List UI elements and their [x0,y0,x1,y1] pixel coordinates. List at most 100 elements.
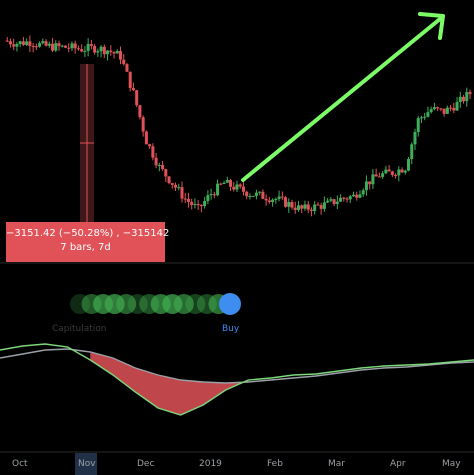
candle-body [271,199,275,203]
candle-body [245,191,249,197]
candle-body [439,108,443,110]
fast-oscillator-line [0,343,474,416]
x-tick-apr: Apr [390,459,406,469]
candle-body [238,184,242,187]
measure-label: −3151.42 (−50.28%) , −315142 7 bars, 7d [6,222,170,262]
candle-body [216,183,220,196]
candle-body [319,205,323,209]
candle-body [332,199,336,204]
candle-body [371,174,375,185]
candle-body [41,41,45,44]
candle-body [44,41,48,46]
candle-body [196,204,200,206]
candle-body [34,46,38,48]
candle-body [264,198,268,201]
candle-body [322,202,326,209]
candle-body [63,45,67,48]
candle-body [410,144,414,160]
candle-body [416,118,420,132]
nov-axis-highlight [75,453,97,475]
candle-body [394,174,398,176]
signal-dot [185,294,206,314]
candle-body [432,107,436,110]
candle-body [125,64,129,72]
candle-body [47,43,51,46]
candle-body [25,41,29,45]
candle-body [203,201,207,207]
candle-body [462,96,466,102]
candle-body [303,204,307,209]
candle-body [384,169,388,174]
candle-body [426,112,430,117]
candle-body [154,157,158,166]
candle-body [157,164,161,166]
candle-body [364,181,368,191]
candle-body [54,43,58,51]
x-tick-2019: 2019 [199,459,222,469]
candle-body [345,198,349,200]
candle-body [390,171,394,175]
candle-body [300,205,304,209]
candle-body [164,169,168,177]
candle-body [468,92,472,95]
oscillator-cross-fill [90,352,249,415]
candle-body [12,44,16,47]
candle-body [339,197,343,202]
candle-body [445,107,449,114]
candle-body [148,144,152,147]
candle-body [329,199,333,201]
candle-body [293,207,297,211]
candle-body [199,204,203,207]
candle-body [261,191,265,199]
candle-body [358,194,362,198]
candle-body [377,176,381,178]
candle-body [248,195,252,197]
measure-change-text: −3151.42 (−50.28%) , −315142 [6,228,170,239]
candle-body [86,44,90,51]
candle-body [190,201,194,205]
candle-body [212,194,216,196]
x-tick-may: May [442,459,461,469]
candle-body [122,59,126,65]
candle-body [174,184,178,188]
candle-body [128,71,132,89]
candle-body [38,43,42,47]
candle-body [258,191,262,193]
candle-body [141,117,145,132]
candle-body [326,200,330,203]
candle-body [222,182,226,185]
candle-body [31,45,35,47]
candle-body [287,202,291,207]
candle-body [316,204,320,206]
candle-body [232,186,236,190]
candle-body [449,107,453,109]
candle-body [368,181,372,185]
slow-oscillator-line [0,348,474,384]
candle-body [180,187,184,199]
candle-body [361,190,365,195]
trend-arrow-icon [241,12,445,182]
candle-body [51,43,55,51]
candle-body [161,164,165,170]
candle-body [8,41,12,45]
candle-body [209,194,213,196]
buy-label: Buy [222,324,240,334]
candle-body [267,200,271,203]
candle-body [102,46,106,55]
candle-body [355,194,359,198]
candle-body [18,41,22,45]
candle-body [170,183,174,185]
candle-body [83,50,87,52]
candle-body [5,40,9,42]
candle-body [397,169,401,176]
x-tick-mar: Mar [328,459,345,469]
candle-body [219,183,223,185]
candle-body [452,107,456,111]
candle-body [15,44,19,47]
candle-body [381,173,385,177]
candle-body [348,196,352,200]
candle-body [21,41,25,45]
measure-range-bar [80,64,94,222]
candle-body [442,108,446,114]
